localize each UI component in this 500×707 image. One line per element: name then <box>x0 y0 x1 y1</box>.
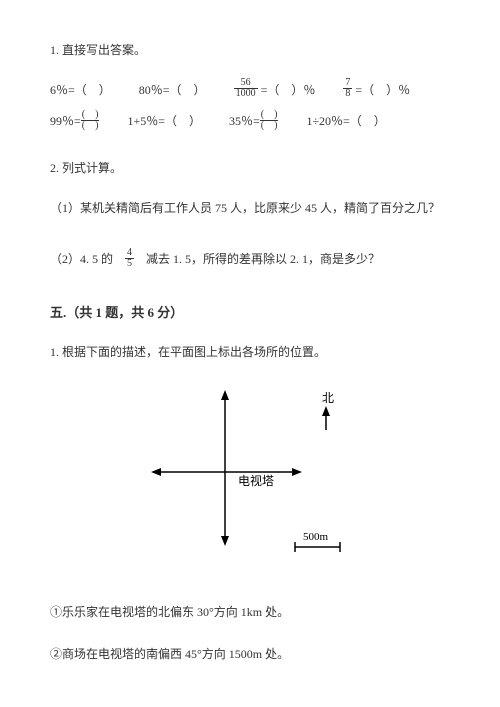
q1-title: 1. 直接写出答案。 <box>50 40 450 62</box>
equation-row-1: 6％=（ ） 80％=（ ） 56 1000 =（ ）％ 7 8 =（ ）％ <box>50 80 450 102</box>
section-5-header: 五.（共 1 题，共 6 分） <box>50 301 450 324</box>
center-label: 电视塔 <box>238 473 274 488</box>
diagram-svg: 电视塔 北 500m <box>120 382 380 582</box>
eq-1-3: 56 1000 =（ ）％ <box>234 80 316 102</box>
section-5-q1: 1. 根据下面的描述，在平面图上标出各场所的位置。 <box>50 342 450 364</box>
eq-1-4: 7 8 =（ ）％ <box>343 80 410 102</box>
eq-1-2: 80％=（ ） <box>139 80 206 102</box>
sub-item-2: ②商场在电视塔的南偏西 45°方向 1500m 处。 <box>50 644 450 666</box>
q2-problem-2: （2）4. 5 的 4 5 减去 1. 5，所得的差再除以 2. 1，商是多少？ <box>50 249 450 271</box>
compass-diagram: 电视塔 北 500m <box>120 382 380 582</box>
eq-1-1: 6％=（ ） <box>50 80 111 102</box>
q2-problem-1: （1）某机关精简后有工作人员 75 人，比原来少 45 人，精简了百分之几？ <box>50 198 450 220</box>
fraction-4-5: 4 5 <box>125 248 134 269</box>
q2-title: 2. 列式计算。 <box>50 158 450 180</box>
fraction-56-1000: 56 1000 <box>234 78 258 99</box>
blank-fraction-2: ( ) ( ) <box>260 110 279 131</box>
north-label: 北 <box>322 391 334 405</box>
fraction-7-8: 7 8 <box>343 78 352 99</box>
eq-2-3: 35％= ( ) ( ) <box>229 111 278 133</box>
sub-item-1: ①乐乐家在电视塔的北偏东 30°方向 1km 处。 <box>50 602 450 624</box>
blank-fraction-1: ( ) ( ) <box>81 110 100 131</box>
scale-label: 500m <box>303 531 329 543</box>
eq-2-1: 99％= ( ) ( ) <box>50 111 99 133</box>
equation-row-2: 99％= ( ) ( ) 1+5％=（ ） 35％= ( ) ( ) 1÷20％… <box>50 111 450 133</box>
eq-2-2: 1+5％=（ ） <box>127 111 201 133</box>
eq-2-4: 1÷20％=（ ） <box>306 111 385 133</box>
